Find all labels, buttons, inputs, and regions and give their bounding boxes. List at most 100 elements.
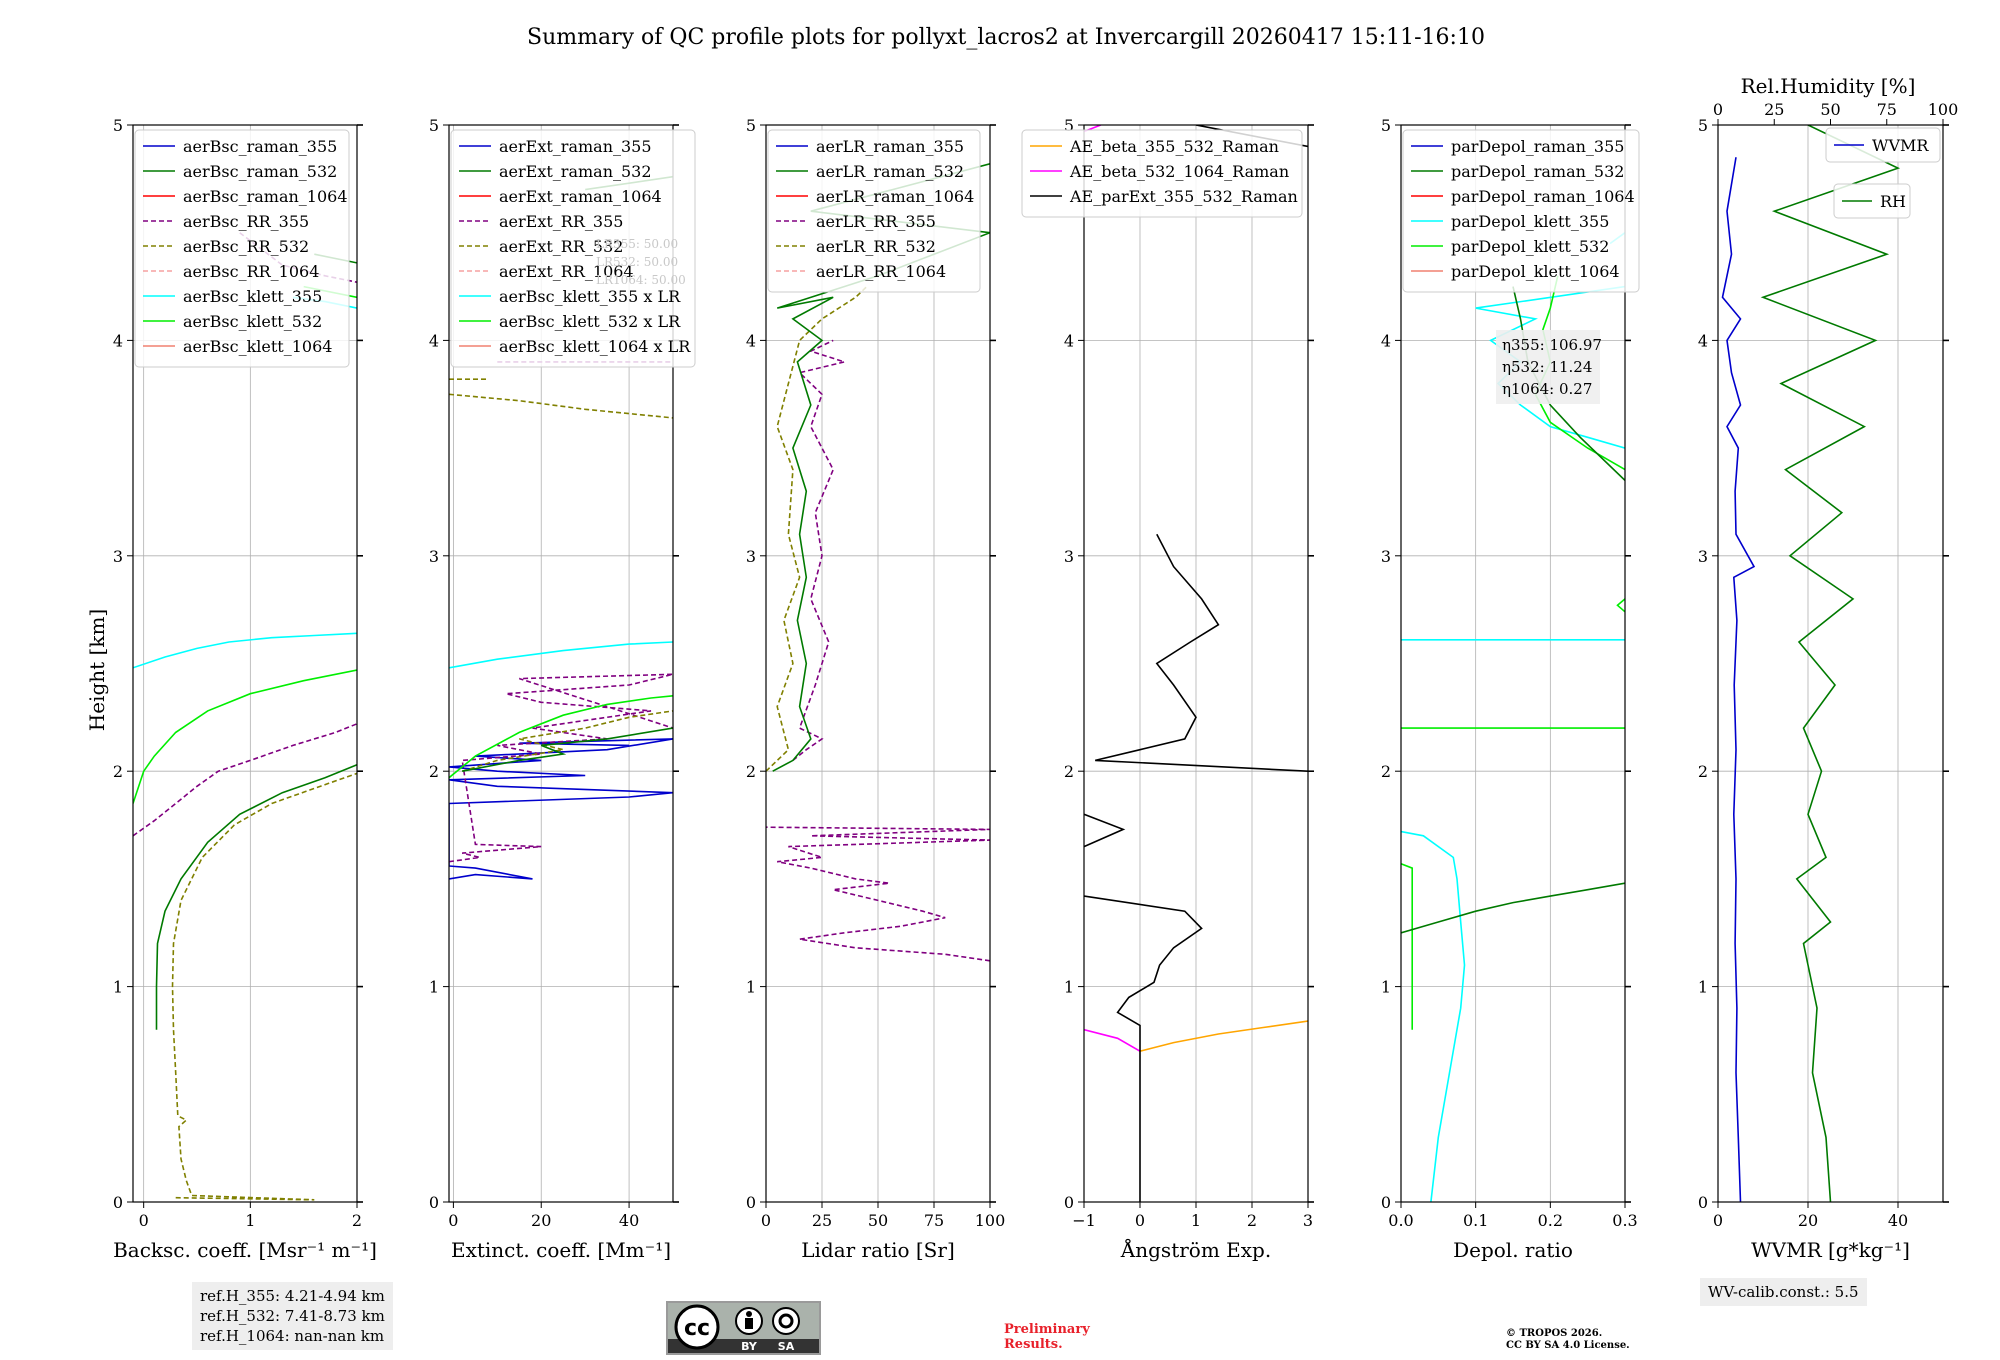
x-axis-label: Ångström Exp.: [1120, 1237, 1271, 1262]
x-tick-label: 20: [531, 1211, 551, 1230]
series-line-aerlr-rr-355-up: [792, 339, 848, 762]
legend-box: [134, 129, 350, 368]
y-tick-label: 2: [1381, 762, 1391, 781]
y-tick-label: 5: [1698, 116, 1708, 135]
ref-height-355: ref.H_355: 4.21-4.94 km: [200, 1287, 385, 1305]
y-tick-label: 2: [1698, 762, 1708, 781]
rh-tick-label: 100: [1928, 100, 1959, 119]
cc-sa-text: SA: [778, 1340, 795, 1353]
legend-label-aerlr-raman-532: aerLR_raman_532: [816, 162, 964, 181]
series-line-aerbsc-rr-532: [171, 772, 357, 1201]
legend-label-aerbsc-klett-1064-x-lr: aerBsc_klett_1064 x LR: [499, 337, 691, 356]
legend-label-aerbsc-klett-355-x-lr: aerBsc_klett_355 x LR: [499, 287, 681, 306]
copyright-line-1: © TROPOS 2026.: [1506, 1328, 1603, 1339]
wv-calib-text: WV-calib.const.: 5.5: [1708, 1283, 1859, 1301]
copyright-line-2: CC BY SA 4.0 License.: [1506, 1340, 1630, 1351]
legend-label-aerext-rr-1064: aerExt_RR_1064: [499, 262, 634, 281]
series-line-aerbsc-klett-532-x-lr: [449, 695, 673, 779]
legend-label-aerext-rr-532: aerExt_RR_532: [499, 237, 623, 256]
y-tick-label: 0: [1381, 1193, 1391, 1212]
x-axis-label: Depol. ratio: [1453, 1238, 1573, 1262]
y-tick-label: 4: [746, 331, 756, 350]
x-axis-label: Lidar ratio [Sr]: [801, 1238, 955, 1262]
x-tick-label: 0.1: [1463, 1211, 1488, 1230]
y-tick-label: 1: [746, 978, 756, 997]
cc-license-badge: cc BY SA: [666, 1301, 821, 1355]
legend-label-pardepol-klett-355: parDepol_klett_355: [1451, 212, 1609, 231]
x-tick-label: 25: [812, 1211, 832, 1230]
series-line-aerext-rr-532-top: [449, 393, 673, 419]
y-tick-label: 1: [429, 978, 439, 997]
wv-calib-box: WV-calib.const.: 5.5: [1700, 1278, 1867, 1306]
legend: AE_beta_355_532_Raman AE_beta_532_1064_Ra…: [1021, 129, 1303, 218]
series-line-pardepol-klett-355: [1401, 830, 1466, 1202]
y-tick-label: 2: [746, 762, 756, 781]
cc-logo-text: cc: [684, 1316, 710, 1341]
depol-annotation-box: [1496, 330, 1600, 404]
x-axis-label: Extinct. coeff. [Mm⁻¹]: [451, 1238, 671, 1262]
y-tick-label: 5: [429, 116, 439, 135]
series-line-ae-parext-355-532-raman: [1084, 895, 1203, 1202]
legend-label-aerext-raman-1064: aerExt_raman_1064: [499, 187, 662, 206]
legend-box: [450, 129, 696, 368]
legend-label-aerlr-rr-532: aerLR_RR_532: [816, 237, 936, 256]
panel-frame: [1717, 124, 1944, 1203]
x-tick-label: 3: [1303, 1211, 1313, 1230]
rh-axis-label: Rel.Humidity [%]: [1741, 74, 1916, 98]
y-tick-label: 3: [1064, 547, 1074, 566]
legend-box: [1402, 129, 1640, 293]
x-tick-label: 0: [448, 1211, 458, 1230]
legend-label-ae-parext-355-532-raman: AE_parExt_355_532_Raman: [1069, 187, 1298, 206]
y-tick-label: 5: [1381, 116, 1391, 135]
ref-height-532: ref.H_532: 7.41-8.73 km: [200, 1307, 385, 1325]
y-tick-label: 1: [1381, 978, 1391, 997]
lr-annotation: LR355: 50.00: [596, 237, 678, 251]
y-tick-label: 2: [113, 762, 123, 781]
series-line-aerext-raman-532: [462, 727, 673, 772]
panel-lr: 0 25 50 75 100 0 1 2 3 4 5 Lidar ratio [Sr] aerLR_ra…: [746, 116, 1005, 1262]
x-tick-label: 75: [924, 1211, 944, 1230]
x-tick-label: 2: [1247, 1211, 1257, 1230]
legend-box: [1021, 129, 1303, 218]
legend-label-aerbsc-rr-532: aerBsc_RR_532: [183, 237, 309, 256]
x-axis-label: Backsc. coeff. [Msr⁻¹ m⁻¹]: [113, 1238, 377, 1262]
rh-tick-label: 75: [1877, 100, 1897, 119]
y-tick-label: 2: [429, 762, 439, 781]
legend-label-aerbsc-rr-355: aerBsc_RR_355: [183, 212, 309, 231]
depol-annotation: η355: 106.97: [1502, 336, 1602, 354]
legend-label-aerbsc-rr-1064: aerBsc_RR_1064: [183, 262, 319, 281]
y-tick-label: 0: [429, 1193, 439, 1212]
series-group: [133, 232, 357, 1201]
x-tick-label: 0: [1135, 1211, 1145, 1230]
depol-annotation: η1064: 0.27: [1502, 380, 1592, 398]
rh-tick-label: 50: [1820, 100, 1840, 119]
legend-box: [767, 129, 981, 293]
legend-label-pardepol-raman-532: parDepol_raman_532: [1451, 162, 1624, 181]
legend: aerExt_raman_355 aerExt_raman_532 aerExt_r…: [450, 129, 696, 368]
x-tick-label: 1: [245, 1211, 255, 1230]
panel-frame: [132, 124, 358, 1203]
preliminary-note: Preliminary Results.: [1004, 1322, 1090, 1352]
lr-annotation: LR1064: 50.00: [596, 273, 686, 287]
series-line-aerext-raman-355: [449, 738, 673, 880]
y-axis-label: Height [km]: [85, 609, 109, 731]
x-tick-label: 40: [619, 1211, 639, 1230]
x-tick-label: 0: [761, 1211, 771, 1230]
preliminary-line-1: Preliminary: [1004, 1322, 1090, 1337]
rh-tick-label: 0: [1713, 100, 1723, 119]
legend-label-wvmr: WVMR: [1872, 136, 1929, 155]
preliminary-line-2: Results.: [1004, 1337, 1063, 1352]
panel-bsc: 0 1 2 0 1 2 3 4 5 Backsc. coeff. [Msr⁻¹ m⁻¹] aerBs…: [113, 116, 377, 1262]
x-tick-label: −1: [1072, 1211, 1096, 1230]
x-tick-label: 20: [1798, 1211, 1818, 1230]
legend-label-aerext-rr-355: aerExt_RR_355: [499, 212, 623, 231]
series-line-pardepol-raman-532: [1401, 882, 1625, 934]
x-tick-label: 0.0: [1388, 1211, 1413, 1230]
legend-label-aerlr-rr-355: aerLR_RR_355: [816, 212, 936, 231]
y-tick-label: 1: [113, 978, 123, 997]
y-tick-label: 3: [429, 547, 439, 566]
series-line-aerbsc-rr-355: [133, 723, 357, 837]
y-tick-label: 5: [113, 116, 123, 135]
